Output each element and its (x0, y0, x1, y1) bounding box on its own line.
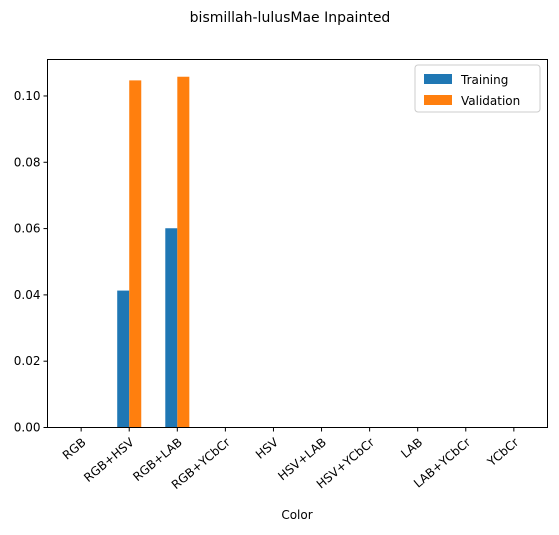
legend: Training Validation (414, 64, 541, 113)
y-tick-label: 0.00 (14, 421, 41, 435)
legend-label-training: Training (460, 73, 508, 87)
legend-swatch-training (424, 74, 452, 84)
bar-training-rgb-hsv (117, 290, 130, 428)
y-tick-label: 0.06 (14, 222, 41, 236)
y-tick-label: 0.04 (14, 288, 41, 302)
chart-title: bismillah-lulusMae Inpainted (190, 10, 391, 26)
x-tick-label: RGB+HSV (81, 435, 137, 485)
legend-swatch-validation (424, 95, 452, 105)
x-tick-label: RGB (60, 435, 89, 462)
bar-training-rgb-lab (165, 228, 178, 428)
y-tick-label: 0.02 (14, 354, 41, 368)
plot-area-frame (47, 59, 548, 428)
y-axis: 0.00 0.02 0.04 0.06 0.08 0.10 (14, 89, 48, 435)
x-tick-label: HSV (253, 435, 282, 462)
y-tick-label: 0.10 (14, 89, 41, 103)
legend-label-validation: Validation (461, 94, 520, 108)
x-axis-label: Color (281, 508, 312, 522)
bar-validation-rgb-hsv (129, 80, 142, 428)
x-tick-label: LAB (398, 435, 425, 461)
y-tick-label: 0.08 (14, 155, 41, 169)
bars-layer (117, 76, 190, 428)
x-tick-label: YCbCr (484, 435, 521, 470)
bar-validation-rgb-lab (177, 76, 190, 428)
